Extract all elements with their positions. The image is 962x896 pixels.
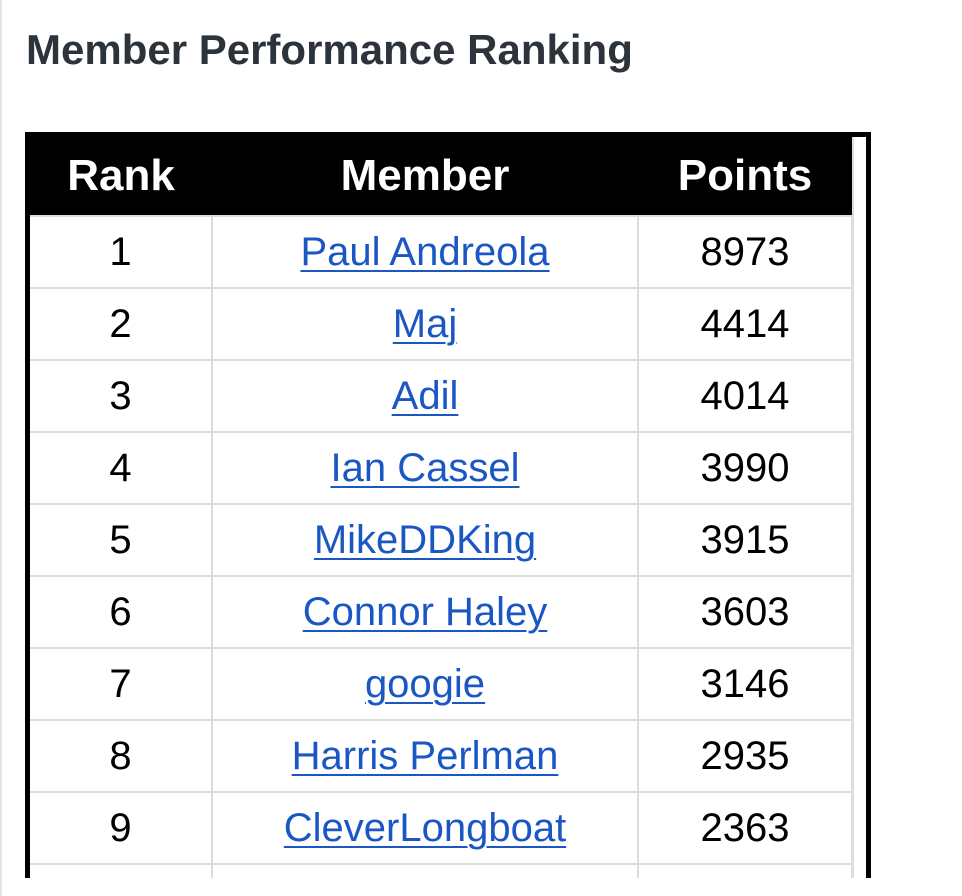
rank-cell: 2 [30, 287, 213, 361]
points-cell: 3990 [637, 431, 853, 505]
vertical-scrollbar[interactable] [852, 137, 866, 878]
member-link[interactable]: MikeDDKing [313, 517, 537, 562]
rank-cell: 5 [30, 503, 213, 577]
rank-cell: 7 [30, 647, 213, 721]
table-row-partial [30, 863, 853, 878]
points-cell: 2363 [637, 791, 853, 865]
points-column-header: Points [638, 137, 852, 216]
points-cell: 4014 [637, 359, 853, 433]
table-row: 6 Connor Haley 3603 [30, 575, 853, 649]
member-link[interactable]: Adil [391, 373, 459, 418]
member-cell: Harris Perlman [211, 719, 639, 793]
rank-cell: 1 [30, 215, 213, 289]
member-link[interactable]: Paul Andreola [300, 229, 550, 274]
points-cell: 3915 [637, 503, 853, 577]
rank-cell: 3 [30, 359, 213, 433]
points-cell: 3603 [637, 575, 853, 649]
table-row: 2 Maj 4414 [30, 287, 853, 361]
page-left-border [0, 0, 2, 896]
member-cell [211, 863, 639, 878]
table-header-row: Rank Member Points [30, 137, 852, 216]
table-row: 8 Harris Perlman 2935 [30, 719, 853, 793]
table-row: 7 googie 3146 [30, 647, 853, 721]
member-link[interactable]: Maj [392, 301, 458, 346]
member-link[interactable]: CleverLongboat [283, 805, 567, 850]
rank-cell [30, 863, 213, 878]
table-row: 3 Adil 4014 [30, 359, 853, 433]
points-cell: 4414 [637, 287, 853, 361]
member-cell: Adil [211, 359, 639, 433]
member-link[interactable]: googie [364, 661, 486, 706]
rank-cell: 6 [30, 575, 213, 649]
points-cell: 8973 [637, 215, 853, 289]
table-row: 1 Paul Andreola 8973 [30, 215, 853, 289]
member-column-header: Member [212, 137, 638, 216]
member-link[interactable]: Connor Haley [302, 589, 548, 634]
member-cell: googie [211, 647, 639, 721]
rank-cell: 9 [30, 791, 213, 865]
table-row: 9 CleverLongboat 2363 [30, 791, 853, 865]
member-cell: Maj [211, 287, 639, 361]
member-cell: Ian Cassel [211, 431, 639, 505]
rank-cell: 8 [30, 719, 213, 793]
page-title: Member Performance Ranking [26, 26, 633, 73]
ranking-table: Rank Member Points 1 Paul Andreola 89 7 3 … [30, 137, 853, 878]
member-link[interactable]: Harris Perlman [291, 733, 559, 778]
member-link[interactable]: Ian Cassel [330, 445, 520, 490]
rank-cell: 4 [30, 431, 213, 505]
member-cell: Paul Andreola [211, 215, 639, 289]
points-cell: 2935 [637, 719, 853, 793]
member-cell: Connor Haley [211, 575, 639, 649]
table-row: 5 MikeDDKing 3915 [30, 503, 853, 577]
rank-column-header: Rank [30, 137, 212, 216]
ranking-table-container[interactable]: Rank Member Points 1 Paul Andreola 89 7 3 … [25, 132, 871, 878]
member-cell: MikeDDKing [211, 503, 639, 577]
table-row: 4 Ian Cassel 3990 [30, 431, 853, 505]
member-cell: CleverLongboat [211, 791, 639, 865]
points-cell [637, 863, 853, 878]
points-cell: 3146 [637, 647, 853, 721]
